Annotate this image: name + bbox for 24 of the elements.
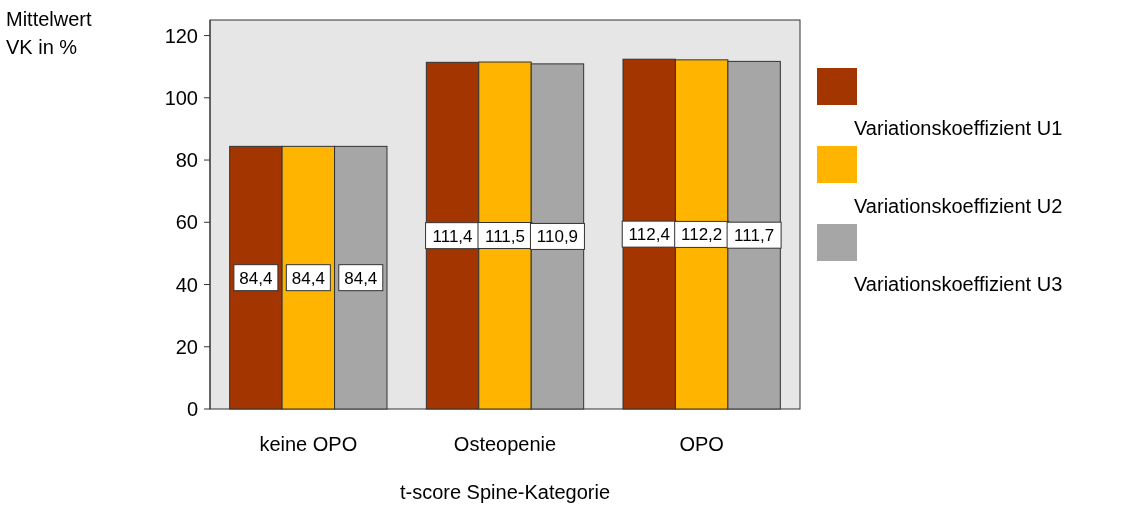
x-tick-label: keine OPO [259, 433, 358, 455]
y-axis-title: Mittelwert VK in % [6, 8, 93, 58]
y-tick-label: 40 [175, 273, 198, 296]
data-label: 84,4 [239, 268, 273, 288]
y-tick-label: 0 [186, 398, 198, 420]
y-tick-label: 60 [175, 211, 198, 234]
data-label: 112,4 [628, 225, 670, 245]
data-label: 110,9 [536, 227, 579, 247]
data-label: 112,2 [681, 225, 723, 245]
data-label: 84,4 [344, 268, 378, 288]
x-tick-label: OPO [679, 433, 724, 455]
data-label: 84,4 [291, 268, 325, 288]
legend-label: Variationskoeffizient U2 [854, 195, 1063, 217]
y-tick-label: 20 [175, 335, 198, 358]
legend-label: Variationskoeffizient U1 [854, 117, 1063, 139]
legend-label: Variationskoeffizient U3 [854, 273, 1063, 295]
y-tick-label: 80 [175, 149, 198, 172]
y-tick-label: 120 [164, 24, 198, 47]
data-label: 111,5 [484, 226, 526, 246]
data-label: 111,7 [734, 226, 775, 246]
x-tick-label: Osteopenie [453, 433, 557, 455]
x-axis-title: t-score Spine-Kategorie [399, 481, 611, 503]
y-tick-label: 100 [164, 86, 198, 109]
data-label: 111,4 [432, 226, 473, 246]
